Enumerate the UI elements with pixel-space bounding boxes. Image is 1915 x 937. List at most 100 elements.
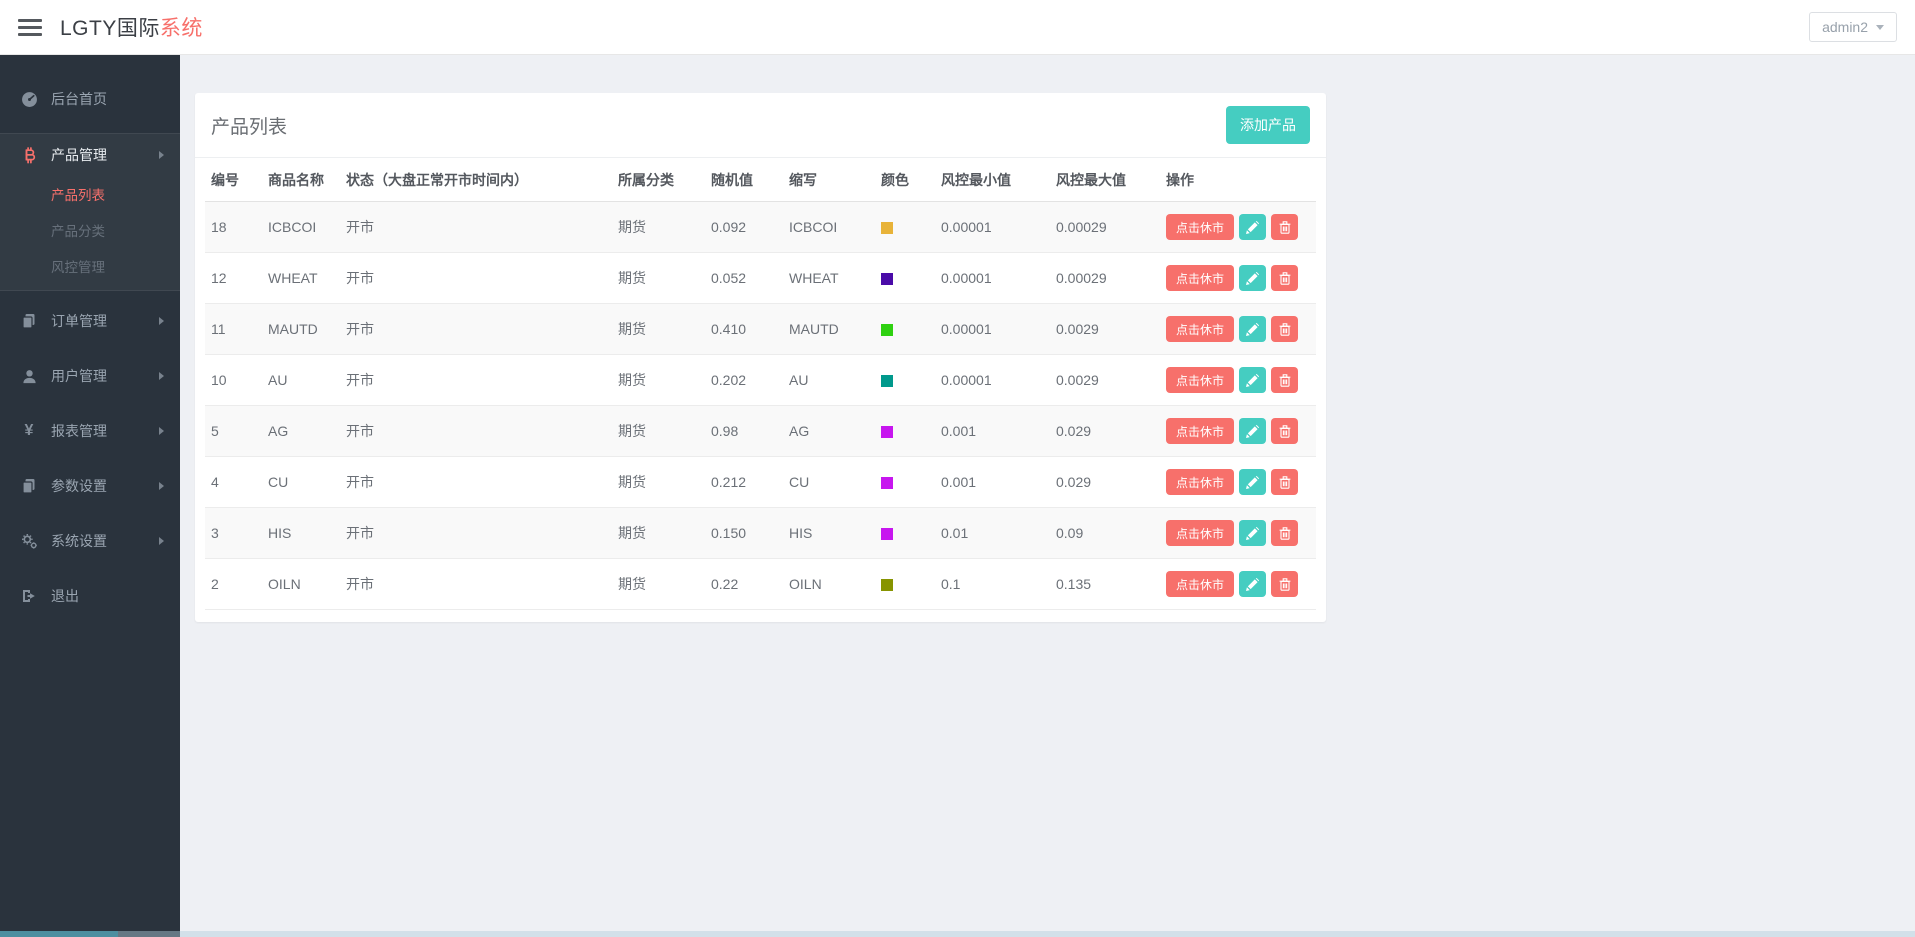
cell-status: 开市	[340, 456, 612, 508]
pencil-icon	[1246, 526, 1260, 540]
delete-button[interactable]	[1271, 469, 1299, 495]
color-swatch	[881, 324, 893, 337]
table-row: 3 HIS 开市 期货 0.150 HIS 0.01 0.09 点击休市	[205, 507, 1316, 559]
menu-toggle-icon[interactable]	[18, 18, 42, 36]
close-market-button[interactable]: 点击休市	[1166, 214, 1235, 240]
edit-button[interactable]	[1239, 469, 1267, 495]
edit-button[interactable]	[1239, 571, 1267, 597]
cell-category: 期货	[612, 507, 705, 559]
cell-color	[875, 252, 935, 304]
sidebar: 后台首页 产品管理 产品列表	[0, 55, 180, 937]
sidebar-item-label: 产品管理	[51, 147, 107, 163]
user-icon	[20, 367, 38, 385]
cell-risk-min: 0.00001	[935, 201, 1050, 253]
chevron-down-icon	[1876, 24, 1884, 30]
page-title: 产品列表	[211, 116, 288, 138]
delete-button[interactable]	[1271, 265, 1299, 291]
close-market-button[interactable]: 点击休市	[1166, 367, 1235, 393]
table-row: 10 AU 开市 期货 0.202 AU 0.00001 0.0029 点击休市	[205, 354, 1316, 406]
cell-random-value: 0.98	[705, 405, 783, 457]
cell-color	[875, 303, 935, 355]
cell-status: 开市	[340, 354, 612, 406]
cell-risk-min: 0.00001	[935, 252, 1050, 304]
sidebar-item-label: 订单管理	[51, 313, 107, 329]
delete-button[interactable]	[1271, 571, 1299, 597]
column-header-id: 编号	[205, 158, 262, 202]
close-market-button[interactable]: 点击休市	[1166, 418, 1235, 444]
close-market-button[interactable]: 点击休市	[1166, 469, 1235, 495]
scrollbar-thumb[interactable]	[0, 931, 118, 937]
cell-category: 期货	[612, 558, 705, 610]
cell-product-name: CU	[262, 456, 340, 508]
color-swatch	[881, 528, 893, 541]
close-market-button[interactable]: 点击休市	[1166, 316, 1235, 342]
cell-product-name: WHEAT	[262, 252, 340, 304]
edit-button[interactable]	[1239, 520, 1267, 546]
cell-abbr: HIS	[783, 507, 875, 559]
cell-abbr: AG	[783, 405, 875, 457]
cell-status: 开市	[340, 507, 612, 559]
cell-status: 开市	[340, 201, 612, 253]
column-header-status: 状态（大盘正常开市时间内）	[340, 158, 612, 202]
cell-color	[875, 405, 935, 457]
sidebar-item-risk-management[interactable]: 风控管理	[51, 260, 105, 275]
delete-button[interactable]	[1271, 367, 1299, 393]
edit-button[interactable]	[1239, 265, 1267, 291]
trash-icon	[1279, 271, 1291, 285]
close-market-button[interactable]: 点击休市	[1166, 265, 1235, 291]
trash-icon	[1279, 322, 1291, 336]
sidebar-item-label: 参数设置	[51, 478, 107, 494]
user-dropdown[interactable]: admin2	[1809, 12, 1897, 42]
main-content: 产品列表 添加产品 编号 商品名称 状态（大盘正常开市时间内） 所属分类 随机值	[180, 55, 1915, 937]
username: admin2	[1822, 19, 1868, 35]
edit-button[interactable]	[1239, 418, 1267, 444]
cell-status: 开市	[340, 405, 612, 457]
sidebar-item-parameters[interactable]: 参数设置	[0, 465, 180, 507]
cell-status: 开市	[340, 558, 612, 610]
horizontal-scrollbar[interactable]	[0, 931, 1915, 937]
sidebar-item-label: 后台首页	[51, 91, 107, 107]
cell-id: 10	[205, 354, 262, 406]
sidebar-item-orders[interactable]: 订单管理	[0, 300, 180, 342]
sign-out-icon	[20, 587, 38, 605]
delete-button[interactable]	[1271, 418, 1299, 444]
trash-icon	[1279, 424, 1291, 438]
trash-icon	[1279, 373, 1291, 387]
edit-button[interactable]	[1239, 367, 1267, 393]
close-market-button[interactable]: 点击休市	[1166, 520, 1235, 546]
pencil-icon	[1246, 373, 1260, 387]
cell-product-name: AU	[262, 354, 340, 406]
cell-risk-max: 0.09	[1050, 507, 1160, 559]
trash-icon	[1279, 526, 1291, 540]
table-row: 18 ICBCOI 开市 期货 0.092 ICBCOI 0.00001 0.0…	[205, 201, 1316, 253]
cell-risk-min: 0.1	[935, 558, 1050, 610]
trash-icon	[1279, 220, 1291, 234]
edit-button[interactable]	[1239, 316, 1267, 342]
sidebar-item-product-category[interactable]: 产品分类	[51, 224, 105, 239]
delete-button[interactable]	[1271, 214, 1299, 240]
delete-button[interactable]	[1271, 520, 1299, 546]
close-market-button[interactable]: 点击休市	[1166, 571, 1235, 597]
cell-random-value: 0.410	[705, 303, 783, 355]
sidebar-item-product-management[interactable]: 产品管理	[0, 134, 180, 176]
sidebar-item-system-settings[interactable]: 系统设置	[0, 520, 180, 562]
sidebar-item-dashboard[interactable]: 后台首页	[0, 78, 180, 120]
pencil-icon	[1246, 322, 1260, 336]
cell-risk-max: 0.0029	[1050, 303, 1160, 355]
cell-actions: 点击休市	[1160, 354, 1316, 406]
sidebar-item-logout[interactable]: 退出	[0, 575, 180, 617]
add-product-button[interactable]: 添加产品	[1226, 106, 1310, 144]
edit-button[interactable]	[1239, 214, 1267, 240]
cell-id: 5	[205, 405, 262, 457]
sidebar-item-users[interactable]: 用户管理	[0, 355, 180, 397]
cell-id: 4	[205, 456, 262, 508]
column-header-color: 颜色	[875, 158, 935, 202]
cell-category: 期货	[612, 201, 705, 253]
sidebar-item-product-list[interactable]: 产品列表	[51, 188, 105, 203]
sidebar-item-reports[interactable]: ¥ 报表管理	[0, 410, 180, 452]
delete-button[interactable]	[1271, 316, 1299, 342]
cell-risk-max: 0.0029	[1050, 354, 1160, 406]
cell-random-value: 0.092	[705, 201, 783, 253]
cell-status: 开市	[340, 303, 612, 355]
cell-risk-max: 0.029	[1050, 456, 1160, 508]
